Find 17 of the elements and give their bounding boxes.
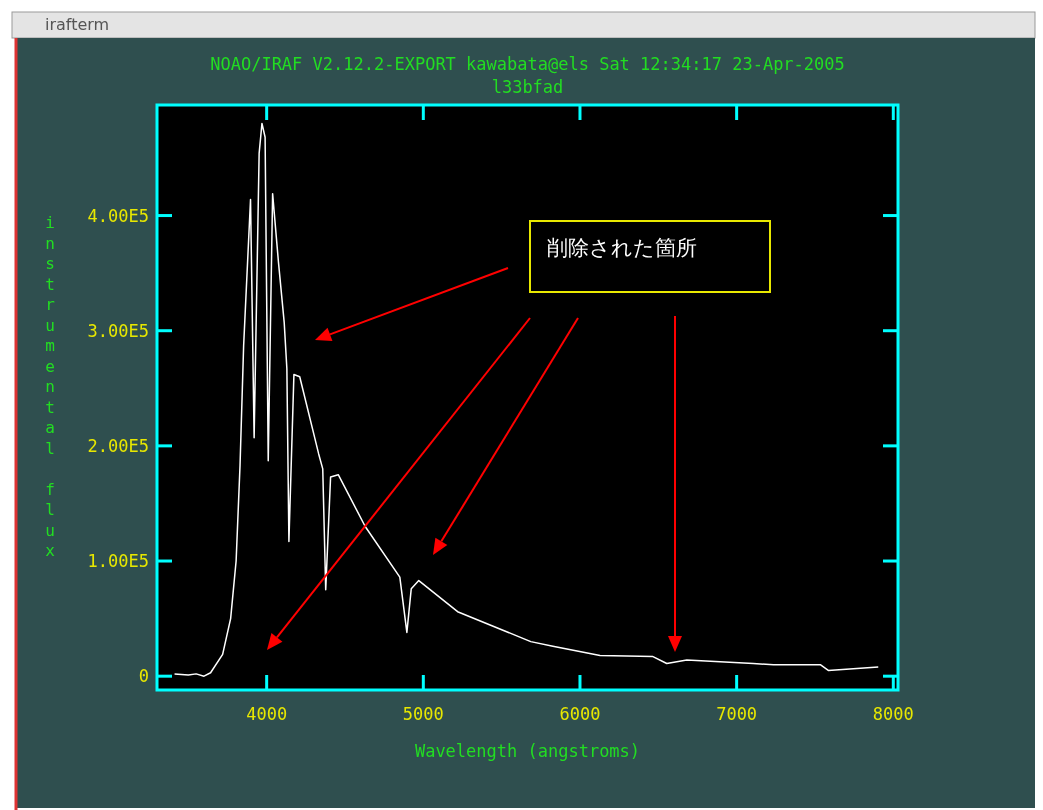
x-tick-label: 5000 bbox=[402, 704, 444, 724]
y-tick-label: 2.00E5 bbox=[87, 435, 149, 456]
text: irafterm bbox=[45, 15, 110, 34]
y-tick-label: 1.00E5 bbox=[87, 551, 149, 572]
y-tick-label: 4.00E5 bbox=[87, 205, 149, 226]
x-tick-label: 8000 bbox=[872, 704, 914, 724]
chart-title: NOAO/IRAF V2.12.2-EXPORT kawabata@els Sat 12:34:17 23-Apr-2005 bbox=[210, 54, 845, 74]
chart-subtitle: l33bfad bbox=[491, 77, 564, 97]
x-tick-label: 7000 bbox=[716, 704, 758, 724]
text: instrumental flux bbox=[45, 213, 55, 561]
x-tick-label: 4000 bbox=[246, 704, 288, 724]
x-axis-title: Wavelength (angstroms) bbox=[414, 741, 641, 761]
annotation: 削除された箇所 bbox=[547, 236, 697, 260]
y-tick-label: 0 bbox=[138, 666, 149, 687]
x-tick-label: 6000 bbox=[559, 704, 601, 724]
line-series bbox=[173, 122, 880, 677]
y-tick-label: 3.00E5 bbox=[87, 320, 149, 341]
